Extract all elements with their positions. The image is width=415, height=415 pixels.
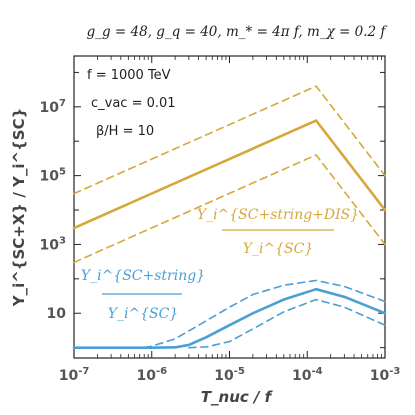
y-tick-label: 107 (40, 98, 66, 116)
annotation-blue: Y_i^{SC+string} Y_i^{SC} (81, 268, 205, 322)
x-tick-label: 10-7 (59, 366, 90, 384)
x-tick-label: 10-5 (214, 366, 245, 384)
y-tick-label: 10 (47, 306, 67, 322)
series-group (72, 85, 387, 349)
annotation-blue-denominator: Y_i^{SC} (108, 306, 179, 322)
annotation-blue-numerator: Y_i^{SC+string} (81, 268, 205, 284)
y-axis: 10 103 105 107 (40, 71, 385, 349)
series-line-6 (188, 298, 386, 349)
series-line-1 (72, 119, 387, 230)
series-line-3 (73, 154, 386, 264)
y-tick-label: 103 (40, 235, 66, 253)
annotation-gold-denominator: Y_i^{SC} (243, 241, 314, 257)
annotation-gold-numerator: Y_i^{SC+string+DIS} (197, 207, 359, 223)
param-beta-h: β/H = 10 (96, 124, 154, 139)
series-line-5 (143, 279, 386, 349)
x-tick-label: 10-3 (370, 366, 401, 384)
annotation-gold: Y_i^{SC+string+DIS} Y_i^{SC} (197, 207, 359, 257)
param-f: f = 1000 TeV (87, 68, 171, 83)
series-line-2 (73, 85, 386, 195)
y-tick-label: 105 (40, 167, 66, 185)
x-tick-label: 10-4 (292, 366, 323, 384)
y-axis-label: Y_i^{SC+X} / Y_i^{SC} (10, 108, 28, 308)
series-line-4 (72, 287, 387, 349)
x-axis-label: T_nuc / f (201, 388, 274, 406)
x-tick-label: 10-6 (136, 366, 167, 384)
chart-title: g_g = 48, g_q = 40, m_* = 4π f, m_χ = 0.… (87, 24, 388, 40)
param-cvac: c_vac = 0.01 (91, 96, 176, 111)
x-axis: 10-7 10-6 10-5 10-4 10-3 (59, 56, 401, 384)
